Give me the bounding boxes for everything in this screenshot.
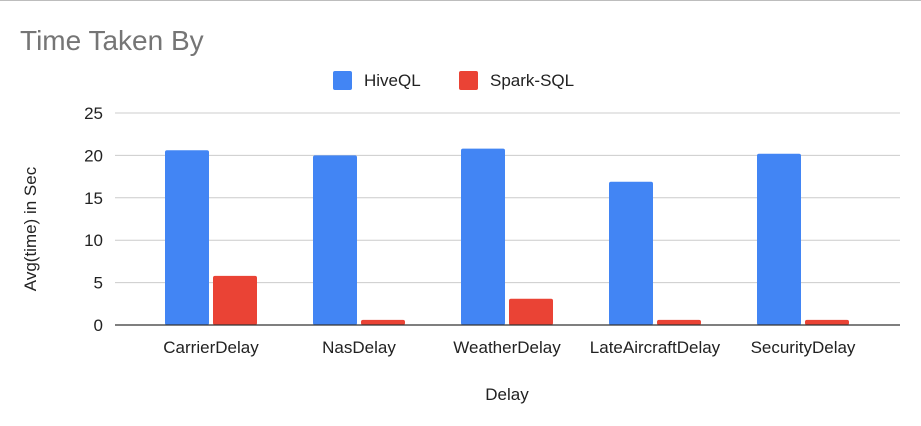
x-tick-label: LateAircraftDelay	[590, 338, 721, 357]
y-tick-label: 10	[84, 231, 103, 250]
bar-hiveql-carrierdelay	[165, 150, 209, 325]
bar-spark-sql-weatherdelay	[509, 298, 553, 325]
y-tick-label: 25	[84, 104, 103, 123]
bar-spark-sql-securitydelay	[805, 319, 849, 325]
legend-label-spark-sql: Spark-SQL	[490, 71, 574, 90]
bars	[165, 148, 849, 325]
bar-spark-sql-carrierdelay	[213, 275, 257, 325]
legend: HiveQL Spark-SQL	[333, 71, 574, 90]
bar-hiveql-securitydelay	[757, 153, 801, 325]
bar-spark-sql-lateaircraftdelay	[657, 319, 701, 325]
legend-label-hiveql: HiveQL	[364, 71, 421, 90]
x-tick-label: NasDelay	[322, 338, 396, 357]
y-tick-label: 15	[84, 189, 103, 208]
x-axis-title: Delay	[485, 385, 529, 404]
y-tick-label: 5	[94, 274, 103, 293]
x-tick-label: WeatherDelay	[453, 338, 561, 357]
bar-hiveql-weatherdelay	[461, 148, 505, 325]
chart-title: Time Taken By	[20, 25, 204, 56]
y-axis-ticks: 0 5 10 15 20 25	[84, 104, 103, 335]
legend-swatch-spark-sql	[459, 71, 478, 90]
bar-hiveql-lateaircraftdelay	[609, 181, 653, 325]
y-axis-title: Avg(time) in Sec	[21, 166, 40, 291]
y-tick-label: 20	[84, 146, 103, 165]
x-tick-label: CarrierDelay	[163, 338, 259, 357]
bar-spark-sql-nasdelay	[361, 319, 405, 325]
x-axis-ticks: CarrierDelay NasDelay WeatherDelay LateAirc…	[163, 338, 856, 357]
y-tick-label: 0	[94, 316, 103, 335]
bar-hiveql-nasdelay	[313, 155, 357, 325]
legend-swatch-hiveql	[333, 71, 352, 90]
x-tick-label: SecurityDelay	[751, 338, 856, 357]
